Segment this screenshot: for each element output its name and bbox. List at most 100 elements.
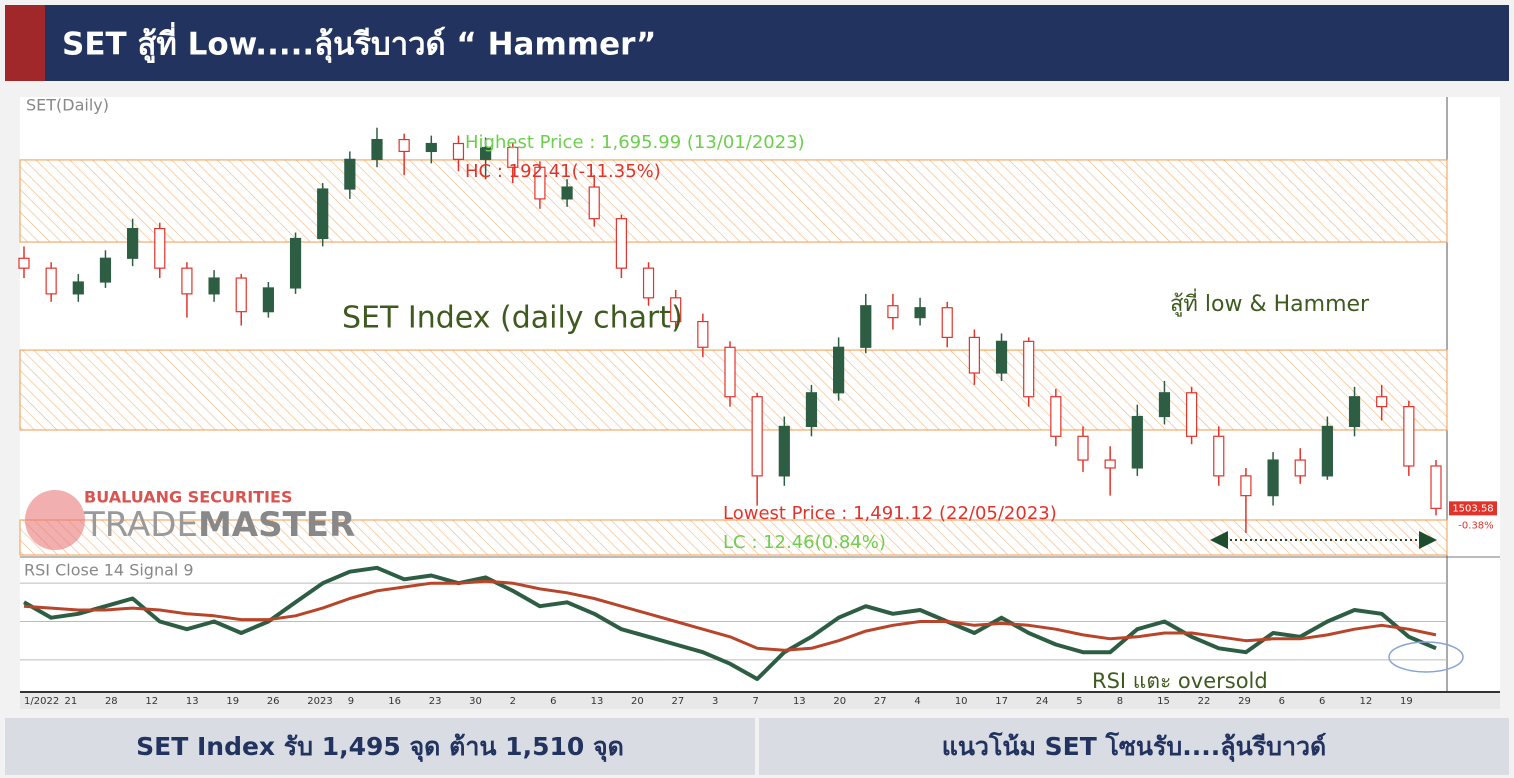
x-tick-label: 19 — [1400, 696, 1413, 707]
logo-brand: TRADEMASTER — [83, 505, 355, 545]
x-tick-label: 17 — [995, 696, 1008, 707]
x-tick-label: 6 — [1279, 696, 1285, 707]
x-tick-label: 19 — [226, 696, 239, 707]
x-tick-label: 2023 — [307, 696, 332, 707]
candle-body — [642, 267, 655, 299]
range-arrow — [1210, 531, 1437, 549]
candle-body — [398, 138, 410, 153]
highest-label: Highest Price : 1,695.99 (13/01/2023) — [465, 132, 805, 153]
x-tick-label: 12 — [1360, 696, 1373, 707]
candle-body — [507, 146, 519, 168]
candle-body — [45, 267, 57, 295]
x-tick-label: 2 — [510, 696, 516, 707]
x-tick-label: 8 — [1117, 696, 1123, 707]
x-tick-label: 10 — [955, 696, 968, 707]
candle-body — [154, 227, 166, 269]
candle-body — [833, 346, 845, 394]
price-tag-label: 1503.58 — [1452, 503, 1493, 514]
candle-body — [561, 186, 573, 200]
highlight-ellipse — [1388, 641, 1464, 673]
candle-body — [452, 142, 465, 160]
zone — [19, 159, 1448, 243]
header-accent — [5, 5, 45, 81]
candle-body — [615, 218, 627, 269]
rsi-note: RSI แตะ oversold — [1092, 669, 1268, 693]
chart-title: SET(Daily) — [26, 96, 109, 115]
candle-body — [262, 287, 274, 313]
candle-body — [1348, 396, 1361, 428]
candle-body — [317, 188, 329, 240]
x-tick-label: 13 — [186, 696, 199, 707]
date-axis — [20, 692, 1500, 709]
rsi-line — [23, 579, 1437, 652]
x-tick-label: 6 — [550, 696, 556, 707]
x-tick-label: 7 — [752, 696, 758, 707]
x-tick-label: 6 — [1319, 696, 1325, 707]
footer-right: แนวโน้ม SET โซนรับ....ลุ้นรีบาวด์ — [942, 731, 1327, 763]
candle-body — [724, 346, 736, 398]
candle-body — [778, 425, 790, 477]
x-tick-label: 22 — [1198, 696, 1211, 707]
header-bar — [5, 5, 1509, 81]
price-tag — [1449, 501, 1497, 516]
candle-body — [1158, 392, 1171, 418]
footer-left-box — [5, 718, 755, 775]
x-tick-label: 13 — [591, 696, 604, 707]
candle-body — [1240, 475, 1252, 497]
candle-body — [72, 281, 84, 295]
candle-body — [235, 277, 247, 313]
candle-body — [670, 297, 682, 323]
candle-body — [1403, 406, 1415, 467]
note-label: สู้ที่ low & Hammer — [1170, 288, 1370, 317]
candle-body — [1430, 465, 1442, 509]
x-tick-label: 27 — [874, 696, 887, 707]
x-tick-label: 20 — [833, 696, 846, 707]
candle-body — [914, 307, 926, 319]
logo-brand-1: TRADE — [83, 505, 198, 545]
candle-body — [99, 257, 112, 283]
candle-body — [1104, 459, 1116, 469]
x-tick-label: 20 — [631, 696, 644, 707]
x-tick-label: 30 — [469, 696, 482, 707]
rsi-line — [23, 565, 1437, 681]
x-tick-label: 21 — [64, 696, 77, 707]
x-tick-label: 9 — [348, 696, 354, 707]
candle-body — [1267, 459, 1279, 497]
candle-body — [941, 307, 953, 338]
x-tick-label: 3 — [712, 696, 718, 707]
candle-body — [1294, 459, 1306, 477]
x-tick-label: 23 — [429, 696, 442, 707]
candle-body — [1376, 396, 1388, 408]
candle-body — [344, 158, 356, 190]
header-title: SET สู้ที่ Low.....ลุ้นรีบาวด์ “ Hammer” — [62, 22, 656, 64]
zone — [19, 519, 1448, 556]
x-tick-label: 4 — [914, 696, 920, 707]
candle-body — [588, 186, 600, 220]
x-tick-label: 24 — [1036, 696, 1049, 707]
logo-company: BUALUANG SECURITIES — [84, 488, 292, 507]
lc-label: LC : 12.46(0.84%) — [723, 532, 886, 553]
candle-body — [697, 320, 709, 348]
candle-body — [887, 305, 899, 319]
x-tick-label: 15 — [1157, 696, 1170, 707]
candle-body — [480, 146, 492, 160]
candle-body — [995, 340, 1008, 374]
footer-right-box — [759, 718, 1509, 775]
candle-body — [1321, 425, 1333, 477]
x-tick-label: 16 — [388, 696, 401, 707]
candle-body — [127, 227, 139, 259]
candle-body — [534, 166, 546, 200]
candle-body — [1077, 435, 1089, 461]
x-tick-label: 29 — [1238, 696, 1251, 707]
x-tick-label: 5 — [1076, 696, 1082, 707]
footer-left: SET Index รับ 1,495 จุด ต้าน 1,510 จุด — [136, 732, 624, 763]
candle-body — [18, 257, 30, 269]
candle-body — [751, 396, 763, 477]
candle-body — [1186, 392, 1198, 437]
x-tick-label: 1/2022 — [24, 696, 59, 707]
candle-body — [1131, 415, 1143, 469]
candle-body — [181, 267, 193, 295]
rsi-title: RSI Close 14 Signal 9 — [24, 561, 194, 580]
candle-body — [289, 237, 302, 289]
